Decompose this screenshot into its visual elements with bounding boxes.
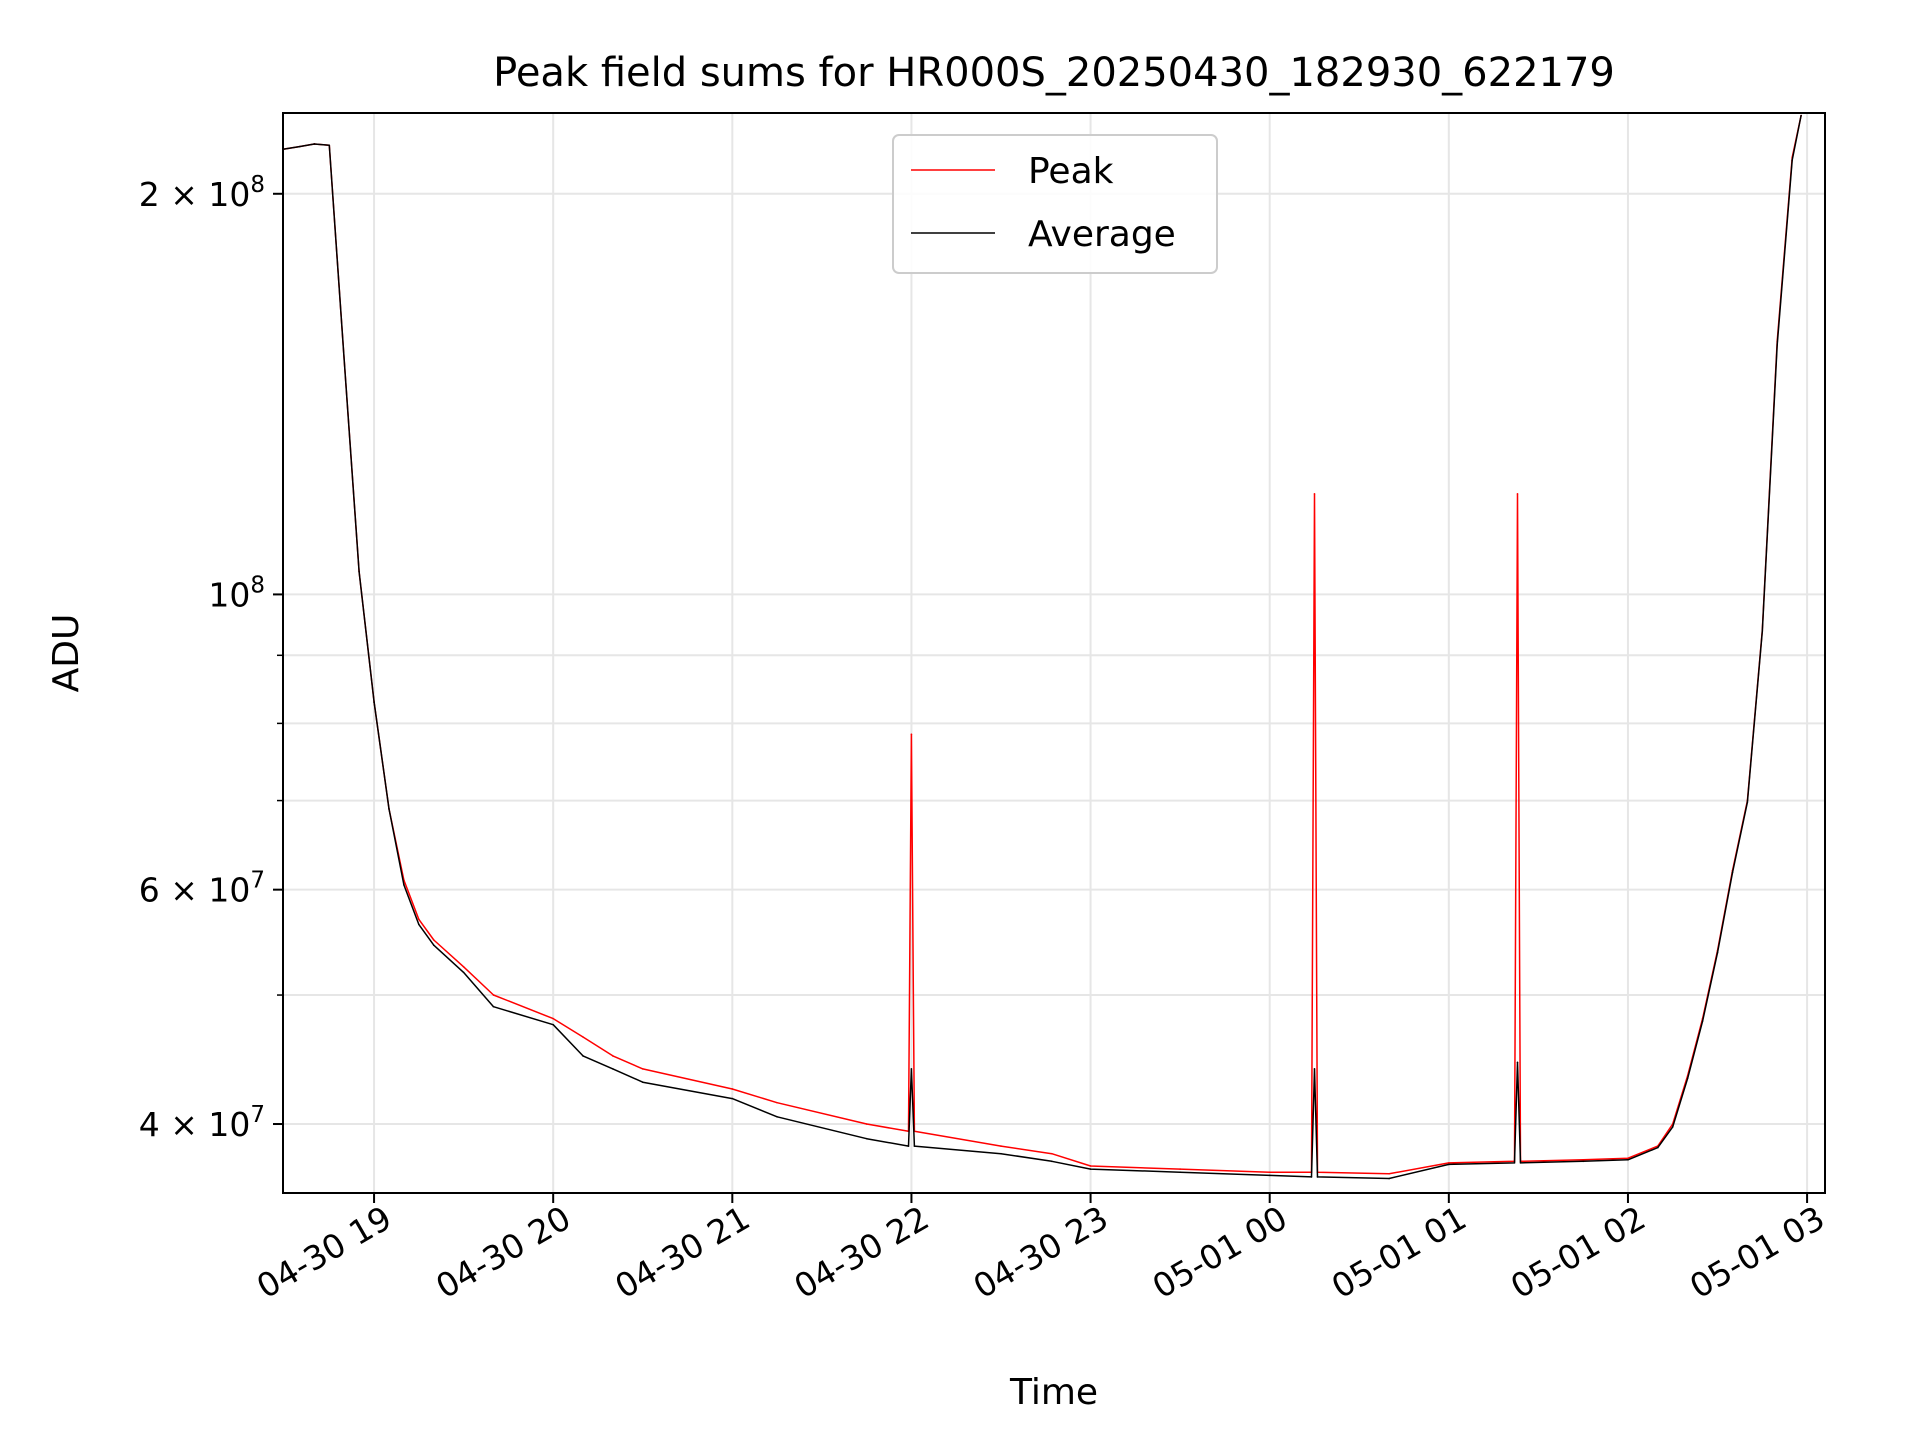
- data-point-average: [388, 808, 390, 810]
- data-point-average: [1791, 159, 1793, 161]
- y-axis-label: ADU: [46, 614, 87, 693]
- data-point-peak: [432, 939, 435, 941]
- y-tick-label-exponent: 8: [250, 572, 265, 598]
- data-point-average: [1716, 951, 1719, 954]
- data-point-average: [1089, 1168, 1092, 1170]
- data-point-peak: [1627, 1157, 1629, 1160]
- data-point-average: [298, 145, 301, 148]
- data-point-average: [1671, 1126, 1674, 1128]
- data-point-average: [1582, 1160, 1584, 1163]
- data-point-average: [612, 1068, 614, 1070]
- data-point-peak: [1582, 1158, 1584, 1161]
- data-point-average: [1050, 1160, 1053, 1163]
- y-tick-label-base: 2 × 10: [139, 175, 251, 214]
- data-point-peak: [552, 1017, 554, 1020]
- data-point-average: [313, 143, 316, 145]
- data-point-average: [492, 1005, 495, 1008]
- y-tick-label: 6 × 107: [139, 868, 265, 910]
- plot-frame: [282, 112, 1826, 1194]
- data-point-peak: [1516, 493, 1519, 495]
- data-point-average: [462, 971, 465, 974]
- data-point-average: [1448, 1163, 1450, 1166]
- data-point-average: [1627, 1158, 1629, 1161]
- data-point-average: [552, 1023, 554, 1026]
- data-point-average: [776, 1116, 778, 1118]
- y-tick-label-exponent: 7: [250, 868, 265, 894]
- y-tick-label: 4 × 107: [139, 1102, 265, 1144]
- data-point-average: [418, 923, 420, 926]
- data-point-peak: [1448, 1162, 1450, 1164]
- data-point-peak: [1179, 1168, 1181, 1170]
- data-point-peak: [582, 1036, 584, 1038]
- y-tick-label-base: 10: [208, 575, 250, 614]
- legend-label-peak: Peak: [1028, 151, 1114, 192]
- data-point-average: [1516, 1061, 1519, 1064]
- x-axis-label: Time: [1009, 1372, 1098, 1413]
- data-point-average: [1800, 114, 1802, 117]
- y-tick-label-exponent: 8: [250, 172, 265, 198]
- data-point-average: [403, 884, 405, 886]
- data-point-average: [1731, 871, 1734, 874]
- data-point-average: [1179, 1171, 1181, 1174]
- data-point-average: [1746, 801, 1749, 804]
- data-point-average: [1519, 1162, 1522, 1164]
- data-point-average: [865, 1137, 868, 1140]
- data-point-average: [1701, 1020, 1704, 1022]
- data-point-peak: [612, 1055, 614, 1057]
- data-point-peak: [1268, 1171, 1271, 1174]
- data-point-average: [1686, 1077, 1689, 1079]
- data-point-peak: [492, 994, 495, 996]
- data-point-average: [582, 1055, 584, 1057]
- data-point-peak: [641, 1068, 644, 1070]
- data-point-average: [343, 359, 346, 361]
- y-tick-label: 108: [208, 572, 265, 614]
- data-point-average: [373, 701, 375, 703]
- data-point-peak: [865, 1123, 868, 1125]
- data-point-peak: [1050, 1152, 1053, 1155]
- series-layer: [282, 114, 1802, 1180]
- data-point-average: [328, 144, 331, 147]
- data-point-average: [1310, 1176, 1313, 1178]
- legend: Peak Average: [892, 134, 1218, 274]
- data-point-average: [913, 1145, 916, 1147]
- chart-title: Peak field sums for HR000S_20250430_1829…: [493, 50, 1615, 96]
- data-point-average: [910, 1068, 913, 1070]
- y-tick-label-base: 6 × 10: [139, 871, 251, 910]
- data-point-average: [1316, 1176, 1319, 1178]
- y-tick-label-exponent: 7: [250, 1102, 265, 1128]
- data-point-average: [1761, 630, 1764, 633]
- data-point-average: [1388, 1177, 1390, 1180]
- data-point-average: [1000, 1152, 1002, 1155]
- data-point-average: [358, 570, 360, 573]
- data-point-peak: [1313, 493, 1316, 495]
- data-point-average: [731, 1097, 734, 1100]
- data-point-peak: [1388, 1172, 1390, 1175]
- data-point-average: [1313, 1068, 1316, 1070]
- data-point-average: [1513, 1162, 1516, 1164]
- grid: [283, 113, 1825, 1193]
- data-point-peak: [776, 1101, 778, 1104]
- y-tick-label-base: 4 × 10: [139, 1105, 251, 1144]
- y-tick-label: 2 × 108: [139, 172, 265, 214]
- data-point-average: [1657, 1146, 1659, 1149]
- data-point-average: [432, 944, 435, 947]
- data-point-peak: [910, 733, 913, 736]
- data-point-peak: [1000, 1145, 1002, 1147]
- data-point-peak: [418, 918, 420, 921]
- data-point-average: [1268, 1174, 1271, 1177]
- data-point-peak: [731, 1088, 734, 1090]
- data-point-average: [641, 1081, 644, 1084]
- data-point-average: [907, 1145, 910, 1147]
- data-point-peak: [462, 966, 465, 968]
- data-point-peak: [1089, 1165, 1092, 1167]
- data-point-average: [1776, 344, 1779, 346]
- legend-label-average: Average: [1028, 214, 1176, 255]
